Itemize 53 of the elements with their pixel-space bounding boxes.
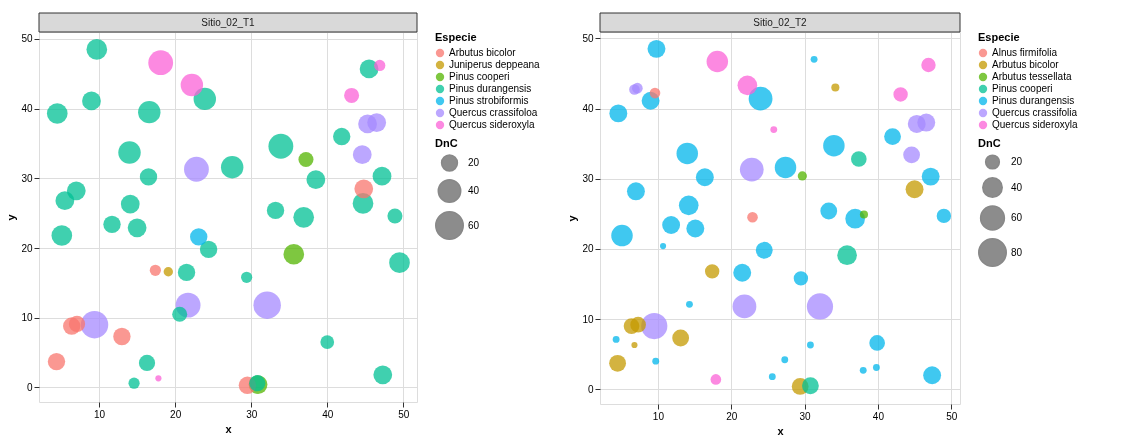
text: DnC <box>978 137 1001 149</box>
y-tick-label: 30 <box>582 173 594 185</box>
legend-label: Arbutus bicolor <box>992 59 1060 70</box>
legend-label: Quercus crassifoloa <box>449 107 538 118</box>
y-axis-title: y <box>5 213 18 221</box>
legend-title: Especie <box>435 31 477 43</box>
y-tick-label: 0 <box>26 381 33 393</box>
legend-label: Quercus sideroxyla <box>992 119 1079 130</box>
y-tick-label: 40 <box>21 103 33 115</box>
y-tick-label: 10 <box>582 313 594 325</box>
x-tick-label: 50 <box>398 408 410 420</box>
y-tick-label: 50 <box>582 32 594 44</box>
y-tick-label: 40 <box>582 103 594 115</box>
legend-label: 60 <box>468 219 480 231</box>
legend-label: Arbutus bicolor <box>449 47 517 58</box>
x-tick-label: 40 <box>872 410 885 422</box>
y-tick-label: 20 <box>21 242 33 254</box>
legend-title: Especie <box>978 31 1020 43</box>
legend-label: 80 <box>1011 246 1023 258</box>
legend-label: 40 <box>468 185 480 196</box>
legend-label: Quercus sideroxyla <box>449 119 536 130</box>
legend-label: Pinus strobiformis <box>449 95 529 106</box>
legend-label: Alnus firmifolia <box>992 47 1058 58</box>
text: DnC <box>435 137 458 149</box>
y-tick-label: 50 <box>21 33 33 45</box>
legend-label: 20 <box>468 157 480 168</box>
legend-label: Pinus cooperi <box>992 83 1053 94</box>
x-tick-label: 30 <box>246 408 258 420</box>
x-axis-title: x <box>777 424 785 437</box>
legend-label: Juniperus deppeana <box>449 59 541 70</box>
chart-title: Sitio_02_T2 <box>753 16 808 28</box>
x-tick-label: 30 <box>799 410 812 422</box>
x-tick-label: 20 <box>726 410 738 422</box>
x-tick-label: 40 <box>322 408 334 420</box>
y-tick-label: 20 <box>582 243 594 255</box>
x-tick-label: 20 <box>170 408 182 420</box>
chart-title: Sitio_02_T1 <box>201 16 256 28</box>
legend-label: 40 <box>1011 181 1023 193</box>
legend-label: Pinus durangensis <box>449 83 532 94</box>
legend-label: Pinus cooperi <box>449 71 510 82</box>
x-tick-label: 10 <box>652 410 665 422</box>
legend-label: 60 <box>1011 212 1023 223</box>
y-tick-label: 30 <box>21 172 33 184</box>
legend-label: 20 <box>1011 156 1023 167</box>
y-tick-label: 0 <box>587 383 594 395</box>
legend-label: Pinus durangensis <box>992 95 1075 106</box>
y-tick-label: 10 <box>21 312 33 324</box>
x-tick-label: 50 <box>946 410 958 422</box>
y-axis-title: y <box>566 214 579 222</box>
legend-label: Quercus crassifolia <box>992 107 1078 118</box>
legend-label: Arbutus tessellata <box>992 71 1072 82</box>
x-tick-label: 10 <box>94 408 106 420</box>
x-axis-title: x <box>225 422 233 435</box>
